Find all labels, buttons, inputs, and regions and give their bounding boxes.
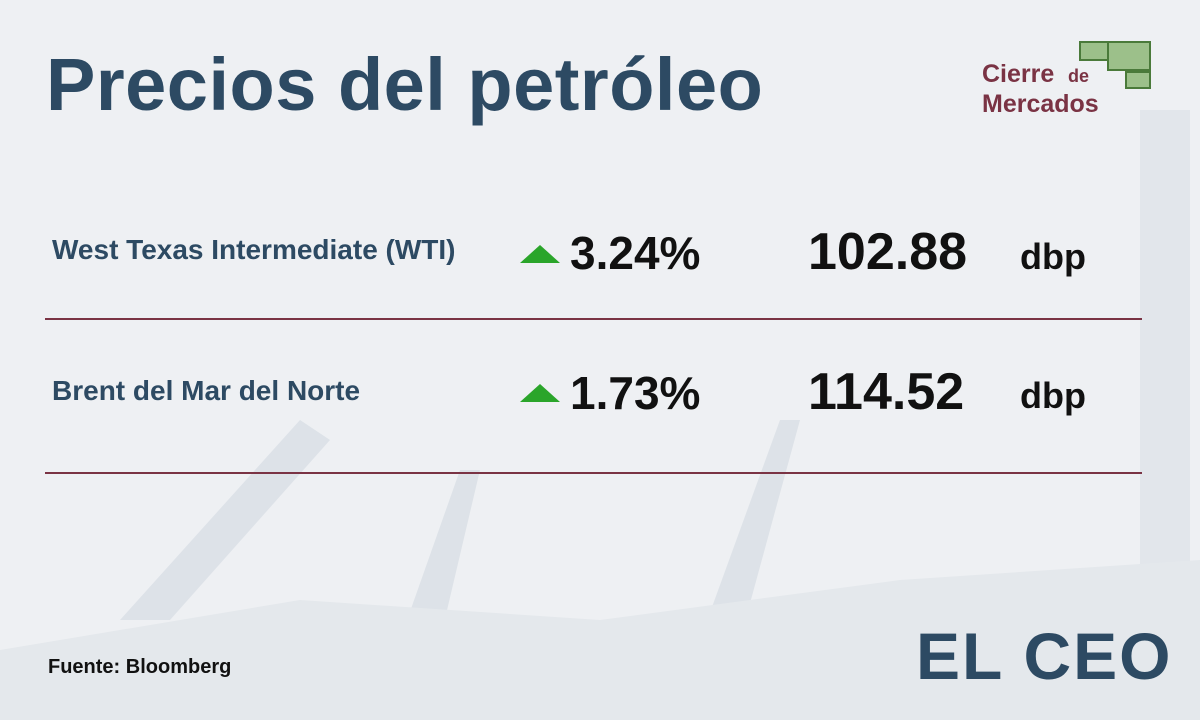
row-change: 3.24% [570,227,701,279]
row-unit: dbp [1020,375,1086,416]
source: Fuente: Bloomberg [48,656,232,678]
row-price: 114.52 [808,363,965,421]
row-unit: dbp [1020,236,1086,277]
logo: EL CEO [916,619,1173,693]
badge-text: Cierre [982,60,1055,88]
badge-text: de [1068,66,1090,86]
badge-text: Mercados [982,90,1099,118]
row-change: 1.73% [570,367,701,419]
row-rule [45,472,1142,474]
row-rule [45,318,1142,320]
row-name: West Texas Intermediate (WTI) [52,234,456,265]
up-arrow [520,245,560,263]
title: Precios del petróleo [46,43,764,126]
row-price: 102.88 [808,223,968,281]
row-name: Brent del Mar del Norte [52,375,361,406]
up-arrow [520,384,560,402]
money-icon [1079,41,1151,89]
